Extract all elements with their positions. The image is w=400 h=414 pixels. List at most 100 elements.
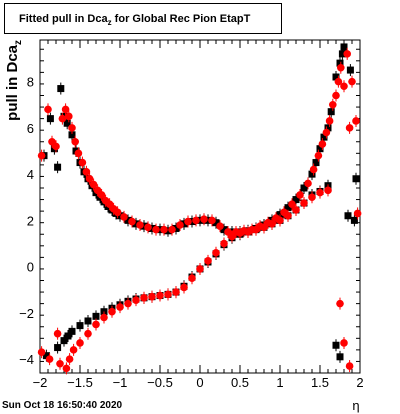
data-point-red [108,307,116,316]
data-point-red [89,180,98,189]
x-tick-label: −1 [113,375,128,390]
data-point-red [172,288,180,296]
data-point-black [346,66,354,74]
y-axis-label: pull in Dcaz [4,40,24,121]
data-point-black [327,108,335,116]
data-point-red [252,225,260,234]
data-point-red [318,140,327,148]
data-point-black [156,226,164,234]
data-point-red [45,355,54,363]
data-point-red [348,77,356,86]
data-point-red [329,100,337,109]
x-tick-label: −0.5 [147,375,173,390]
data-point-red [314,151,323,160]
data-point-red [65,355,74,363]
y-tick-label: 2 [27,213,34,228]
data-point-black [212,219,220,227]
data-point-red [62,364,71,373]
data-point-red [304,179,312,188]
data-point-red [300,199,308,207]
data-point-red [192,216,200,225]
data-point-black [320,133,328,141]
data-point-black [54,344,62,352]
data-point-black [316,145,324,153]
chart-title-sub: z [107,18,112,28]
data-point-red [37,348,46,356]
data-point-red [136,221,144,229]
data-point-red [343,50,352,58]
data-point-black [140,222,148,230]
data-point-red [260,223,268,232]
data-point-red [196,265,204,273]
data-point-red [236,229,244,237]
data-point-black [344,212,352,220]
x-tick-label: 1 [276,375,283,390]
data-point-red [61,105,70,114]
data-point-red [56,359,64,368]
data-point-red [244,228,252,236]
data-point-red [340,339,348,347]
data-point-black [124,216,132,224]
data-point-red [148,292,156,301]
data-point-red [200,215,208,224]
data-point-red [345,124,354,132]
data-point-black [46,115,54,123]
data-point-black [60,337,68,345]
data-point-black [64,332,72,340]
data-point-black [308,170,316,178]
x-tick-label: −2 [33,375,48,390]
data-point-red [120,213,128,221]
data-point-black [284,204,292,212]
data-point-black [68,327,76,335]
data-point-black [350,216,358,224]
data-point-red [353,209,362,218]
data-point-red [140,294,148,302]
data-point-red [74,149,83,158]
data-point-red [168,225,176,234]
data-point-red [124,299,132,308]
data-point-red [268,220,276,228]
data-point-red [116,303,124,311]
data-point-black [300,184,308,192]
data-point-red [84,329,92,338]
data-point-red [322,128,331,137]
data-point-black [336,353,344,361]
data-point-black [196,216,204,224]
data-point-red [152,225,160,234]
data-point-black [132,220,140,228]
y-tick-label: 0 [27,260,34,275]
data-point-black [340,43,348,51]
data-point-red [113,208,122,217]
data-point-black [188,218,196,226]
data-point-red [58,114,67,123]
data-point-black [312,159,320,167]
data-point-black [57,85,65,93]
data-point-red [71,137,79,146]
data-point-red [85,174,94,183]
y-tick-label: −4 [19,352,34,367]
data-point-black [332,341,340,349]
y-tick-label: 4 [27,167,34,182]
data-point-red [69,346,78,354]
x-tick-label: 0.5 [231,375,249,390]
data-point-black [336,59,344,67]
data-point-black [180,220,188,228]
data-point-red [276,216,284,225]
data-point-red [212,248,220,257]
data-point-red [208,216,216,225]
data-point-black [172,224,180,232]
data-point-black [42,352,50,360]
data-point-red [334,77,343,86]
data-point-red [37,151,46,160]
x-tick-label: 1.5 [311,375,329,390]
data-point-red [53,329,62,338]
y-tick-label: 8 [27,75,34,90]
x-axis-label: η [352,398,359,413]
data-point-black [148,224,156,232]
data-point-black [204,216,212,224]
data-point-red [52,142,60,151]
data-point-red [324,186,332,195]
data-point-red [228,232,236,241]
x-tick-label: 2 [356,375,363,390]
data-point-red [337,63,345,72]
